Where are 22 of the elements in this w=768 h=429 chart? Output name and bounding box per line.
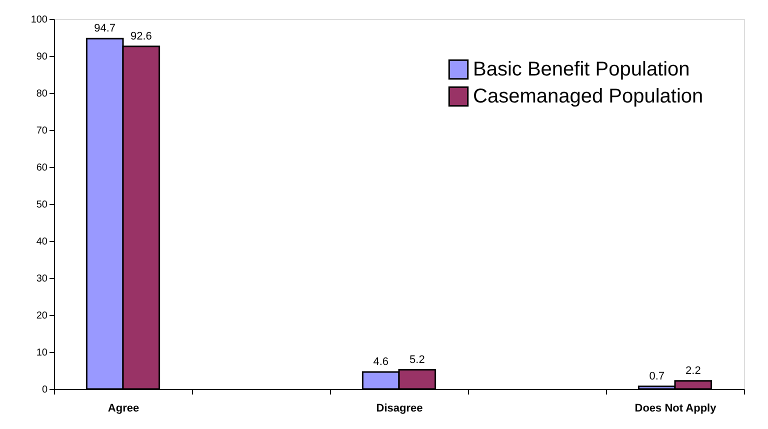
data-label: 0.7 (649, 370, 664, 382)
data-label: 94.7 (94, 22, 116, 35)
y-tick-label: 10 (36, 348, 48, 358)
y-tick-label: 30 (36, 274, 48, 284)
y-tick-label: 70 (36, 126, 48, 136)
data-label: 4.6 (373, 356, 388, 368)
data-label: 5.2 (410, 354, 425, 366)
y-tick-label: 90 (36, 52, 48, 62)
y-tick-label: 0 (42, 384, 48, 396)
y-tick-label: 100 (30, 14, 48, 26)
y-tick-label: 40 (36, 236, 48, 248)
x-tick-label: Does Not Apply (634, 402, 718, 414)
y-tick-label: 60 (36, 162, 48, 174)
legend-label: Basic Benefit Population (473, 58, 690, 80)
data-label: 92.6 (130, 30, 152, 42)
x-tick-label: Agree (108, 402, 140, 414)
data-label: 2.2 (686, 364, 701, 377)
x-tick-label: Disagree (376, 402, 423, 414)
y-tick-label: 80 (36, 88, 48, 100)
y-tick-label: 50 (36, 200, 48, 210)
legend-label: Casemanaged Population (473, 86, 704, 108)
y-tick-label: 20 (36, 310, 48, 322)
